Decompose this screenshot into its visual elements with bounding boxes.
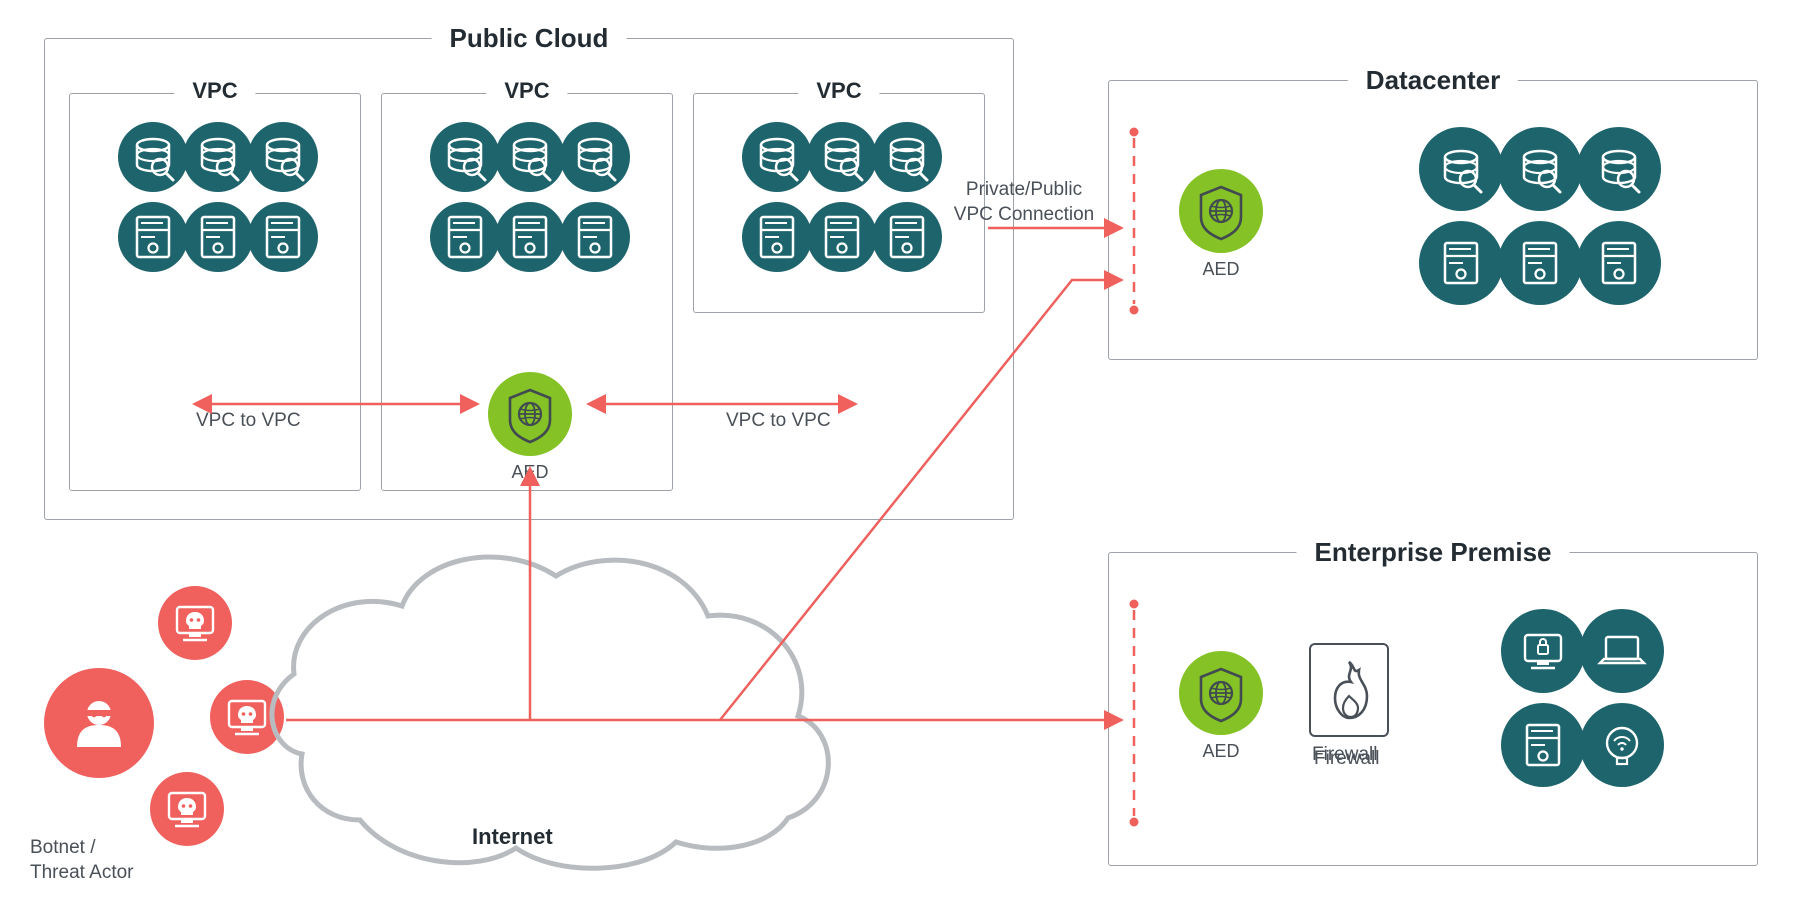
server-icon	[118, 202, 188, 272]
server-icon	[1498, 221, 1582, 305]
datacenter-title: Datacenter	[1348, 65, 1518, 96]
vpc-box-2: VPC AED	[381, 93, 673, 491]
internet-label: Internet	[472, 824, 553, 850]
server-icon	[183, 202, 253, 272]
bot-icon-3	[150, 772, 224, 846]
database-icon	[430, 122, 500, 192]
laptop-icon	[1580, 609, 1664, 693]
dc-server-row	[1419, 221, 1661, 305]
bulb-icon	[1580, 703, 1664, 787]
secure-monitor-icon	[1501, 609, 1585, 693]
vpc1-server-row	[118, 202, 318, 272]
database-icon	[560, 122, 630, 192]
bot-icon-1	[158, 586, 232, 660]
database-icon	[495, 122, 565, 192]
vpc2-server-row	[430, 202, 630, 272]
server-icon	[742, 202, 812, 272]
botnet-label: Botnet /Threat Actor	[30, 836, 134, 885]
shield-icon	[488, 372, 572, 456]
vpc-title-1: VPC	[174, 78, 255, 104]
database-icon	[872, 122, 942, 192]
vpc-title-3: VPC	[798, 78, 879, 104]
aed-label: AED	[1179, 741, 1263, 762]
vpc2-db-row	[430, 122, 630, 192]
datacenter-panel: Datacenter AED	[1108, 80, 1758, 360]
vpc-to-vpc-label-right: VPC to VPC	[726, 410, 831, 432]
server-icon	[430, 202, 500, 272]
enterprise-title: Enterprise Premise	[1296, 537, 1569, 568]
vpc-connection-text1: Private/Public	[966, 179, 1082, 200]
vpc3-db-row	[742, 122, 942, 192]
database-icon	[1498, 127, 1582, 211]
shield-icon	[1179, 651, 1263, 735]
firewall-box	[1309, 643, 1389, 737]
aed-datacenter: AED	[1179, 169, 1263, 280]
vpc-connection-text2: VPC Connection	[954, 204, 1094, 225]
vpc-title-2: VPC	[486, 78, 567, 104]
server-icon	[1577, 221, 1661, 305]
database-icon	[742, 122, 812, 192]
server-icon	[495, 202, 565, 272]
server-icon	[1501, 703, 1585, 787]
vpc3-server-row	[742, 202, 942, 272]
vpc-box-3: VPC	[693, 93, 985, 313]
database-icon	[248, 122, 318, 192]
ent-row2	[1501, 703, 1664, 787]
aed-label: AED	[1179, 259, 1263, 280]
bot-icon-2	[210, 680, 284, 754]
ent-row1	[1501, 609, 1664, 693]
enterprise-panel: Enterprise Premise AED Firewall	[1108, 552, 1758, 866]
flame-icon	[1323, 657, 1375, 723]
server-icon	[248, 202, 318, 272]
server-icon	[560, 202, 630, 272]
aed-label: AED	[488, 462, 572, 483]
server-icon	[807, 202, 877, 272]
aed-cloud: AED	[488, 372, 572, 483]
database-icon	[118, 122, 188, 192]
server-icon	[872, 202, 942, 272]
public-cloud-title: Public Cloud	[432, 23, 627, 54]
vpc-connection-label: Private/Public VPC Connection	[944, 178, 1104, 227]
database-icon	[183, 122, 253, 192]
public-cloud-panel: Public Cloud VPC VPC	[44, 38, 1014, 520]
database-icon	[1419, 127, 1503, 211]
threat-actor-icon	[44, 668, 154, 778]
vpc-to-vpc-label-left: VPC to VPC	[196, 410, 301, 432]
vpc1-db-row	[118, 122, 318, 192]
database-icon	[807, 122, 877, 192]
aed-enterprise: AED	[1179, 651, 1263, 762]
server-icon	[1419, 221, 1503, 305]
database-icon	[1577, 127, 1661, 211]
shield-icon	[1179, 169, 1263, 253]
firewall-label-2: Firewall	[1314, 748, 1379, 770]
dc-db-row	[1419, 127, 1661, 211]
